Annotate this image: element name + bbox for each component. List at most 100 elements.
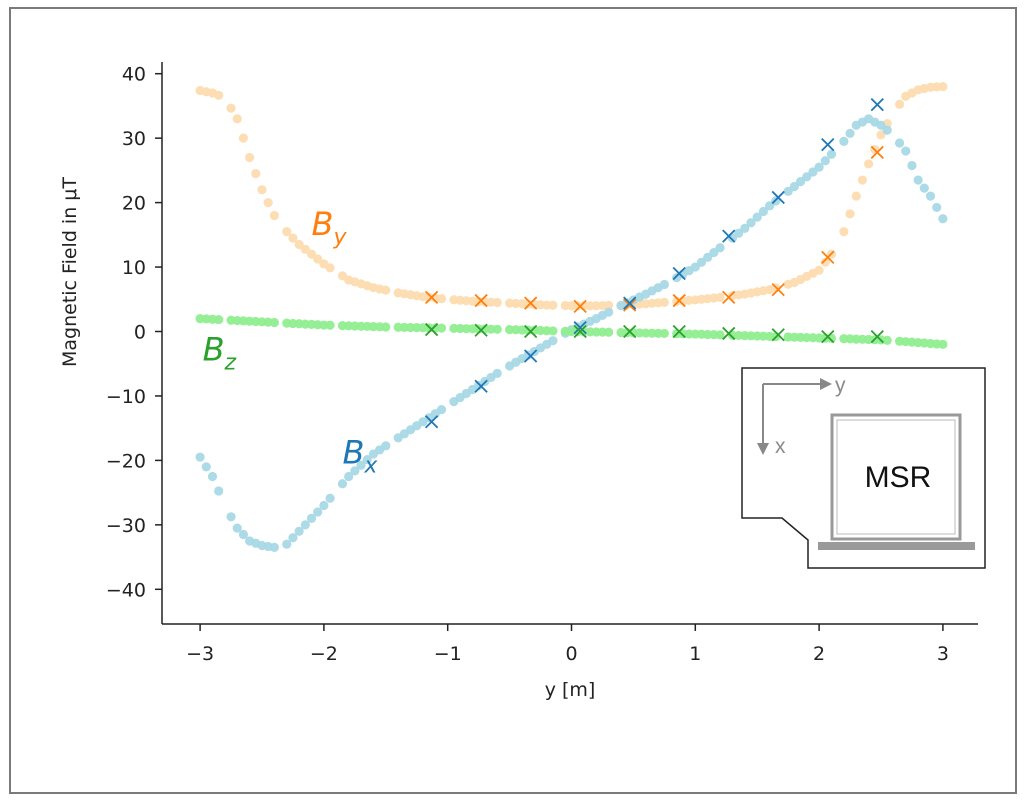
marker-bz [771, 328, 785, 342]
data-point-bx [214, 486, 224, 496]
y-tick-label: −10 [106, 386, 146, 408]
data-point-by [306, 249, 317, 259]
data-point-bx [269, 542, 279, 553]
marker-bx [870, 97, 884, 112]
data-point-bx [344, 471, 354, 482]
data-point-by [325, 263, 335, 273]
data-point-bx [734, 228, 744, 238]
data-point-by [245, 152, 255, 163]
data-point-by [894, 99, 905, 109]
data-point-bx [436, 405, 447, 415]
series-label-by: By [312, 205, 348, 250]
data-point-by [938, 81, 948, 92]
data-point-bz [381, 322, 391, 332]
marker-bx [573, 320, 587, 335]
inset-y-arrow-head [820, 378, 832, 390]
marker-bx [524, 349, 538, 363]
data-point-bx [709, 247, 719, 258]
data-point-by [851, 191, 861, 201]
data-point-bx [802, 172, 812, 182]
marker-bz [870, 330, 884, 344]
data-point-bx [894, 138, 905, 148]
data-point-bx [282, 539, 292, 549]
marker-bz [524, 324, 538, 339]
data-point-bx [238, 529, 249, 540]
inset-x-axis-label: x [775, 435, 786, 458]
data-point-bx [337, 479, 348, 489]
x-tick-label: 3 [937, 643, 949, 665]
data-point-by [238, 133, 249, 143]
data-point-by [294, 239, 304, 250]
data-point-by [876, 130, 886, 140]
marker-by [623, 298, 637, 312]
data-point-bx [826, 149, 837, 159]
data-point-bx [696, 257, 707, 267]
data-point-by [864, 159, 874, 169]
marker-by [821, 250, 835, 265]
data-point-by [857, 175, 868, 185]
data-point-by [300, 244, 310, 254]
marker-bx [424, 415, 439, 429]
data-point-by [232, 114, 242, 124]
data-point-bx [715, 243, 725, 253]
series-dots [195, 81, 948, 553]
data-point-bx [938, 214, 948, 224]
data-point-bx [758, 206, 768, 217]
data-point-bx [690, 262, 700, 272]
data-point-bx [492, 368, 502, 378]
data-point-bx [925, 191, 936, 201]
data-point-by [659, 297, 669, 307]
x-tick-label: 2 [813, 643, 825, 665]
x-tick-label: −1 [434, 643, 462, 665]
marker-by [424, 290, 439, 304]
data-point-bx [907, 160, 917, 171]
data-point-bx [201, 462, 211, 472]
data-point-bx [919, 183, 929, 193]
data-point-by [604, 300, 614, 310]
marker-bx [474, 379, 488, 393]
data-point-bx [362, 454, 372, 465]
data-point-bx [882, 125, 892, 135]
data-point-bx [319, 500, 329, 511]
data-point-bx [795, 177, 806, 187]
marker-bz [573, 324, 587, 339]
y-tick-label: 10 [122, 257, 146, 279]
y-tick-label: 0 [134, 322, 146, 344]
data-point-bx [839, 136, 849, 146]
data-point-bx [740, 223, 750, 233]
data-point-by [548, 300, 558, 310]
marker-by [722, 290, 736, 304]
y-tick-label: −40 [106, 579, 146, 601]
msr-room-outer [830, 413, 962, 541]
data-point-by [288, 233, 298, 243]
data-point-bz [715, 330, 725, 340]
data-point-bx [789, 181, 799, 192]
data-point-bx [548, 336, 558, 346]
x-tick-label: 1 [689, 643, 701, 665]
x-tick-label: 0 [565, 643, 577, 665]
marker-by [771, 282, 785, 297]
data-point-bx [746, 218, 756, 228]
data-point-by [436, 294, 447, 304]
marker-bx [623, 296, 637, 310]
data-point-by [715, 292, 725, 302]
data-point-bz [548, 326, 558, 336]
data-point-bz [938, 339, 948, 349]
data-point-bx [294, 526, 304, 536]
data-point-by [282, 227, 292, 237]
msr-room-label: MSR [865, 461, 932, 494]
y-tick-label: 20 [122, 193, 146, 215]
y-tick-label: −30 [106, 515, 146, 537]
inset-border [741, 367, 986, 569]
data-point-bx [764, 201, 775, 211]
data-point-bx [300, 520, 310, 530]
data-point-by [381, 285, 391, 295]
marker-bx [722, 229, 736, 243]
data-point-by [251, 168, 261, 179]
data-point-bx [195, 452, 205, 462]
data-point-by [492, 297, 502, 308]
data-point-bx [659, 279, 669, 290]
marker-by [524, 296, 538, 310]
data-point-bx [808, 167, 818, 177]
